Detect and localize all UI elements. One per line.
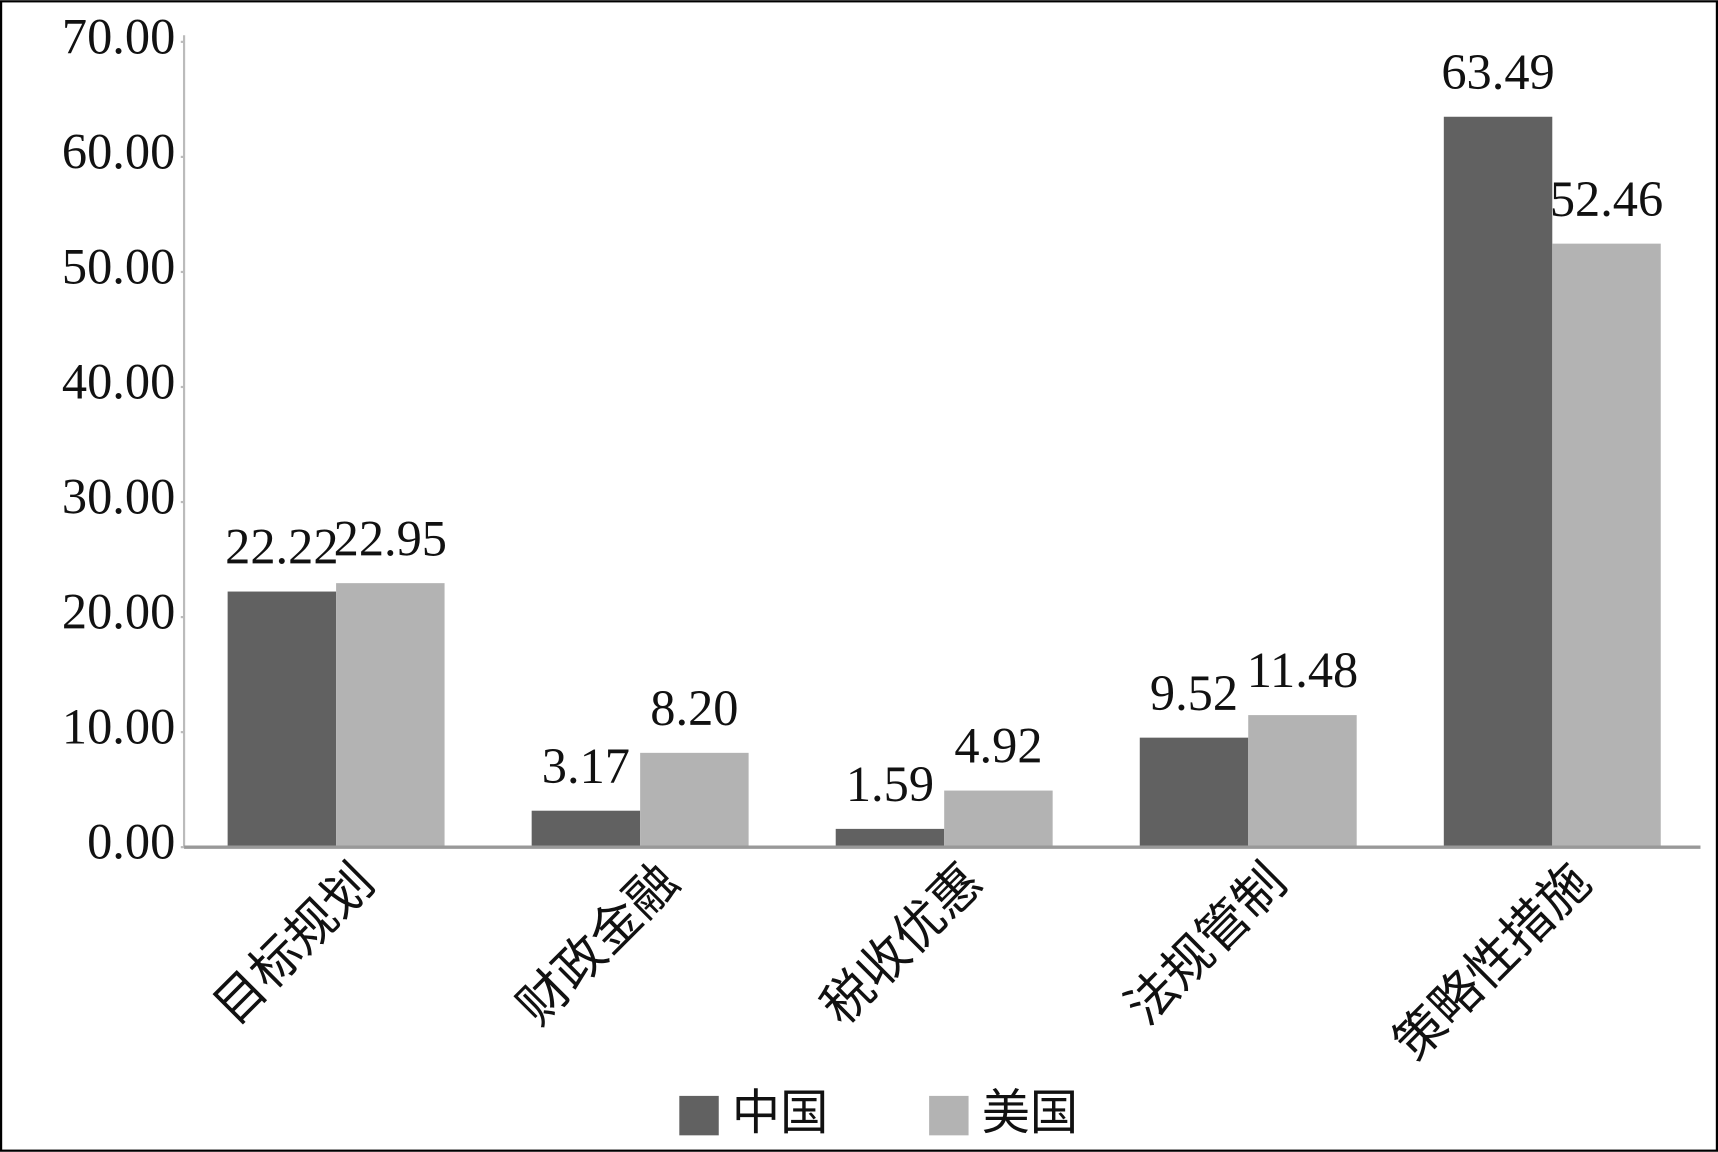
bar bbox=[944, 790, 1053, 848]
y-tick-label: 0.00 bbox=[87, 814, 175, 870]
value-label: 4.92 bbox=[954, 718, 1042, 774]
y-tick-label: 70.00 bbox=[62, 8, 175, 64]
value-label: 8.20 bbox=[650, 680, 738, 736]
bar bbox=[531, 810, 641, 848]
y-tick-label: 30.00 bbox=[62, 469, 175, 525]
bar bbox=[336, 583, 445, 848]
bar bbox=[1248, 715, 1357, 848]
y-tick-label: 50.00 bbox=[62, 239, 175, 295]
y-tick-label: 40.00 bbox=[62, 354, 175, 410]
y-tick-label: 20.00 bbox=[62, 584, 175, 640]
value-label: 3.17 bbox=[542, 738, 630, 794]
bar bbox=[640, 752, 749, 848]
legend-swatch bbox=[679, 1095, 719, 1136]
value-label: 9.52 bbox=[1150, 665, 1238, 721]
value-label: 22.95 bbox=[334, 510, 447, 566]
value-label: 63.49 bbox=[1441, 44, 1554, 100]
value-label: 1.59 bbox=[846, 756, 934, 812]
y-tick-label: 60.00 bbox=[62, 123, 175, 179]
bar bbox=[835, 828, 945, 848]
value-label: 52.46 bbox=[1550, 171, 1663, 227]
bar bbox=[227, 591, 337, 848]
y-tick-label: 10.00 bbox=[62, 699, 175, 755]
legend-label: 中国 bbox=[732, 1087, 828, 1140]
bar bbox=[1552, 243, 1661, 848]
bar bbox=[1139, 737, 1249, 848]
legend-label: 美国 bbox=[982, 1087, 1078, 1140]
value-label: 22.22 bbox=[225, 519, 338, 575]
legend-swatch bbox=[929, 1095, 969, 1136]
bar bbox=[1443, 116, 1553, 848]
value-label: 11.48 bbox=[1247, 642, 1359, 698]
